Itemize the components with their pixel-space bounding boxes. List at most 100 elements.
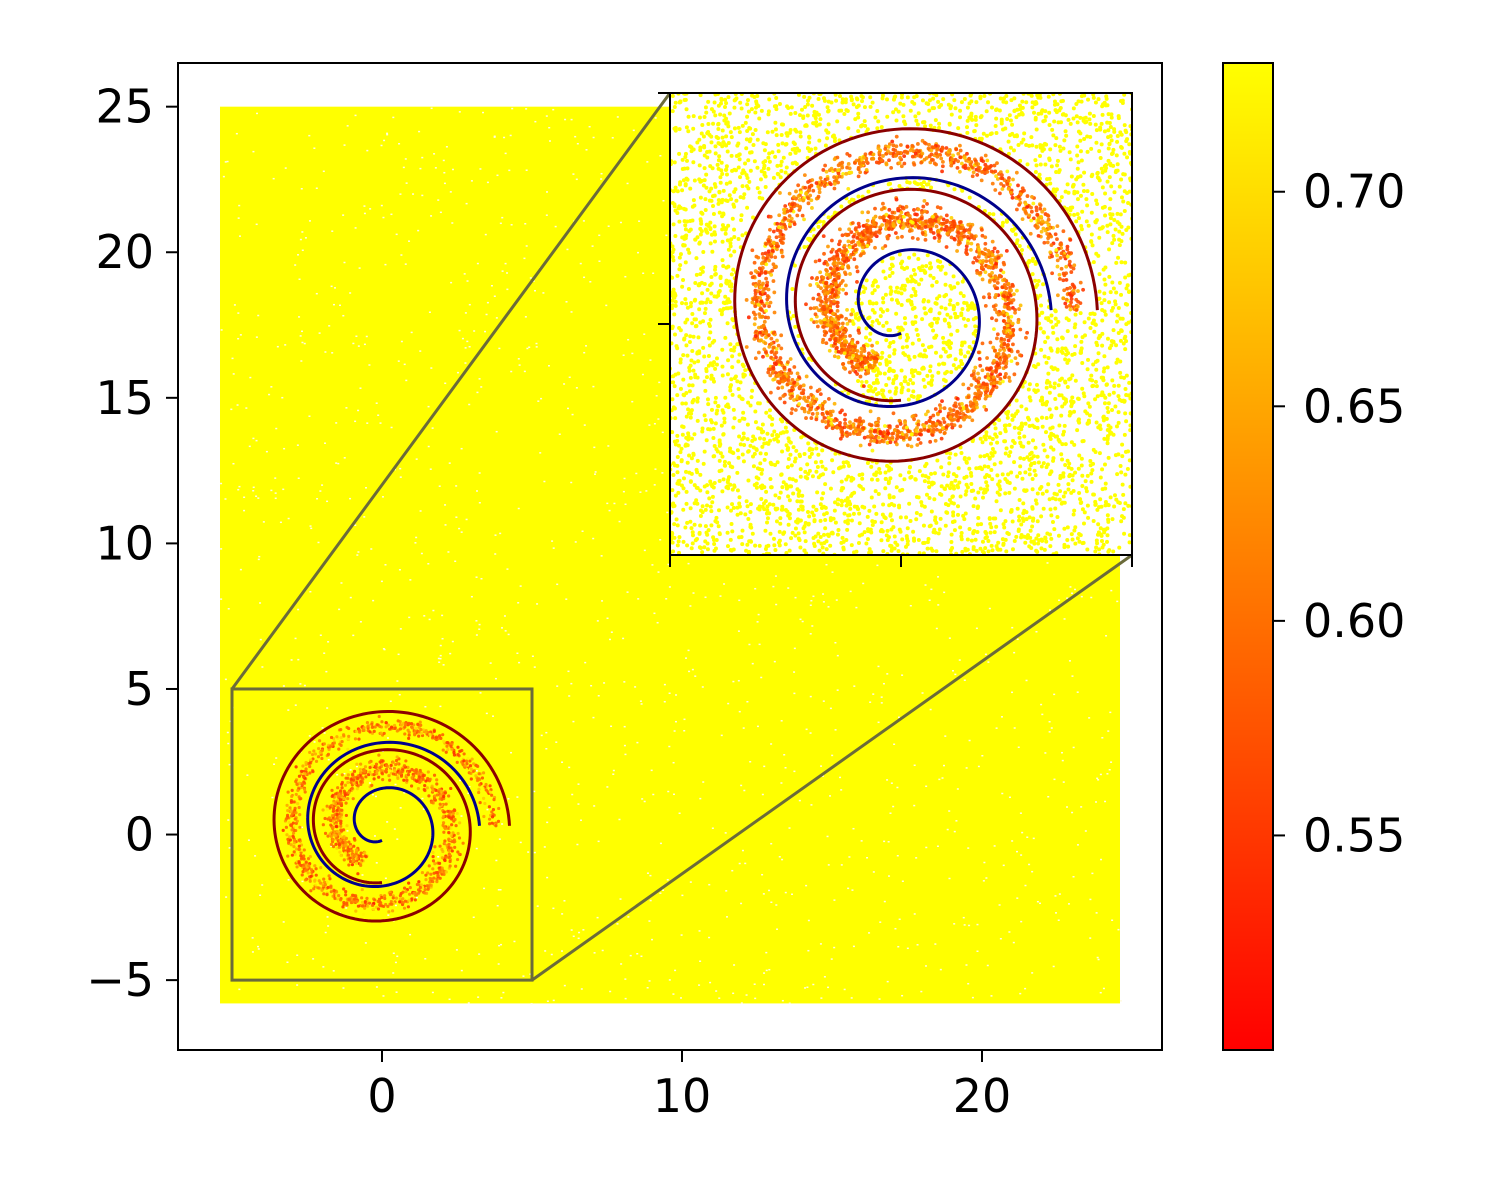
scatter-gap [984, 653, 987, 656]
scatter-gap [310, 527, 313, 530]
inset-bg-point [1030, 423, 1035, 428]
inset-bg-point [1094, 538, 1099, 543]
scatter-gap [649, 874, 652, 877]
scatter-gap [237, 337, 240, 340]
inset-bg-point [1113, 299, 1118, 304]
scatter-gap [583, 424, 586, 426]
band-point [351, 859, 355, 863]
inset-bg-point [1079, 99, 1084, 104]
scatter-gap [627, 338, 630, 341]
band-point [293, 817, 297, 821]
band-point [312, 749, 316, 753]
inset-bg-point [1001, 522, 1006, 527]
scatter-gap [475, 634, 478, 636]
band-point [398, 727, 403, 731]
inset-bg-point [807, 95, 812, 100]
connector-line-upper [230, 92, 672, 690]
scatter-gap [421, 797, 424, 800]
band-point [456, 752, 460, 757]
scatter-gap [355, 335, 358, 338]
inset-bg-point [1061, 146, 1066, 151]
inset-bg-point [1089, 232, 1094, 237]
scatter-gap [570, 682, 573, 685]
scatter-gap [504, 262, 507, 265]
scatter-gap [743, 789, 746, 792]
band-point [423, 891, 427, 895]
scatter-gap [683, 718, 686, 721]
inset-bg-point [713, 400, 718, 405]
band-point [293, 852, 297, 856]
inset-bg-point [1112, 190, 1117, 195]
inset-bg-point [964, 489, 969, 494]
scatter-gap [741, 849, 744, 852]
inset-bg-point [902, 287, 907, 292]
inset-bg-point [956, 126, 961, 131]
inset-bg-point [674, 344, 679, 349]
scatter-gap [468, 303, 471, 306]
inset-bg-point [737, 157, 742, 162]
inset-bg-point [1065, 385, 1070, 390]
inset-bg-point [678, 263, 683, 268]
scatter-gap [654, 468, 657, 470]
inset-bg-point [951, 472, 956, 477]
band-point [409, 722, 414, 726]
inset-bg-point [1063, 380, 1068, 385]
scatter-gap [272, 177, 275, 180]
scatter-gap [1101, 737, 1104, 739]
band-point [295, 819, 299, 823]
band-point [464, 767, 469, 771]
scatter-gap [509, 134, 512, 137]
band-point [447, 852, 451, 856]
scatter-gap [372, 599, 375, 602]
inset-bg-point [694, 498, 699, 503]
scatter-gap [380, 144, 383, 147]
band-point [370, 725, 374, 729]
scatter-gap [775, 904, 778, 906]
inset-bg-point [1105, 179, 1110, 184]
scatter-gap [623, 725, 626, 728]
scatter-gap [770, 901, 773, 904]
inset-bg-point [867, 337, 872, 342]
inset-bg-point [674, 517, 679, 522]
band-point [339, 791, 343, 795]
inset-bg-point [757, 507, 762, 512]
inset-bg-point [967, 527, 972, 532]
inset-bg-point [1033, 169, 1038, 174]
scatter-gap [1039, 902, 1042, 905]
inset-bg-point [1053, 506, 1058, 511]
inset-bg-point [1105, 533, 1110, 538]
scatter-gap [543, 846, 546, 848]
inset-bg-point [969, 99, 974, 104]
scatter-gap [429, 468, 432, 470]
inset-bg-point [856, 111, 861, 116]
inset-bg-point [737, 394, 742, 399]
inset-bg-point [823, 517, 828, 522]
scatter-gap [517, 602, 520, 604]
inset-bg-point [1097, 296, 1102, 301]
inset-bg-point [1085, 134, 1090, 139]
scatter-gap [324, 442, 327, 444]
scatter-gap [657, 571, 660, 573]
scatter-gap [1097, 779, 1100, 781]
scatter-gap [988, 607, 991, 610]
inset-bg-point [748, 150, 753, 155]
scatter-gap [987, 661, 990, 663]
inset-bg-point [728, 244, 733, 249]
inset-bg-point [1044, 360, 1049, 365]
scatter-gap [571, 793, 574, 796]
inset-bg-point [745, 422, 750, 427]
scatter-gap [898, 716, 901, 719]
scatter-gap [439, 211, 442, 214]
band-point [406, 765, 410, 769]
inset-bg-point [784, 165, 789, 170]
scatter-gap [619, 221, 622, 224]
inset-bg-point [1119, 292, 1124, 297]
scatter-gap [284, 344, 287, 346]
inset-bg-point [802, 530, 807, 535]
band-point [342, 900, 346, 905]
scatter-gap [301, 231, 304, 233]
inset-bg-point [699, 210, 704, 215]
inset-bg-point [1044, 539, 1049, 544]
scatter-gap [330, 845, 333, 847]
band-point [338, 742, 342, 746]
